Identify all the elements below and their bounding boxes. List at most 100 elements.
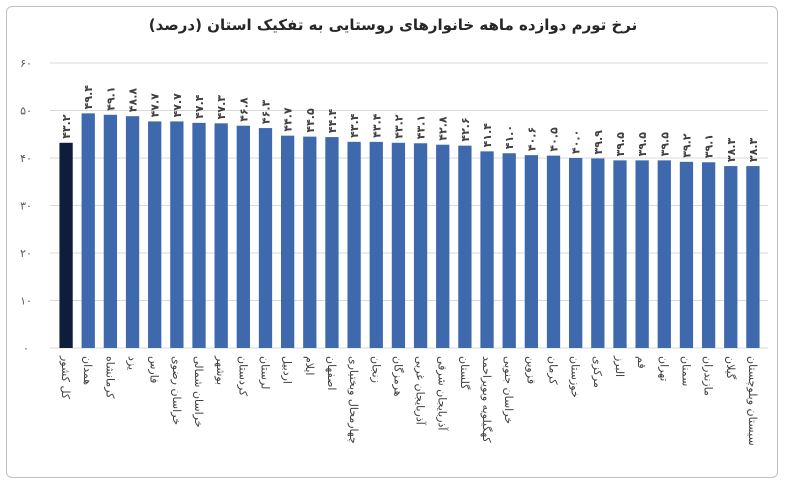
data-label: ۴۷.۷: [171, 93, 184, 118]
bar: [192, 122, 206, 348]
category-label: مرکزی: [591, 356, 604, 388]
data-label: ۴۳.۲: [60, 114, 73, 139]
bar: [546, 155, 561, 348]
category-label: گلستان: [458, 356, 471, 390]
bar: [170, 121, 184, 348]
data-label: ۴۲.۶: [459, 117, 472, 141]
bar: [148, 121, 162, 348]
data-label: ۴۳.۲: [392, 114, 405, 139]
bar: [724, 166, 738, 348]
category-label: یزد: [126, 356, 139, 370]
bar: [524, 155, 539, 348]
bar: [436, 144, 450, 348]
data-label: ۴۱.۰: [503, 125, 516, 149]
data-label: ۴۸.۸: [127, 88, 140, 113]
bar: [635, 160, 649, 348]
bar: [303, 136, 317, 348]
chart-title: نرخ تورم دوازده ماهه خانوارهای روستایی ب…: [148, 16, 638, 34]
bar: [125, 116, 140, 348]
bar: [236, 125, 250, 348]
bar: [214, 123, 228, 348]
category-label: کهگیلویه وبویراحمد: [480, 356, 493, 443]
bar: [369, 141, 383, 348]
category-label: چهارمحال وبختیاری: [347, 356, 360, 444]
y-tick-label: ۶۰: [20, 57, 32, 70]
category-label: خوزستان: [569, 356, 582, 398]
category-label: لرستان: [258, 356, 271, 389]
bar: [613, 160, 627, 348]
bar: [746, 166, 760, 348]
category-label: زنجان: [369, 356, 382, 383]
category-label: خراسان جنوبی: [502, 356, 515, 424]
bar: [657, 160, 671, 348]
category-label: کرمان: [547, 356, 560, 385]
category-label: هرمزگان: [391, 356, 404, 397]
data-label: ۳۹.۲: [680, 133, 693, 158]
data-label: ۴۰.۶: [525, 127, 538, 151]
category-label: قزوین: [524, 356, 537, 384]
data-label: ۴۶.۳: [259, 99, 272, 124]
data-label: ۴۳.۱: [415, 115, 428, 139]
category-label: آذربایجان غربی: [414, 356, 428, 426]
data-label: ۳۹.۵: [658, 132, 671, 157]
bar: [391, 142, 406, 348]
y-tick-label: ۲۰: [20, 247, 32, 260]
y-tick-label: ۱۰: [20, 295, 32, 308]
data-label: ۴۷.۷: [149, 93, 162, 118]
category-label: کرمانشاه: [103, 356, 116, 399]
data-label: ۴۴.۷: [282, 107, 295, 132]
bar: [347, 141, 361, 348]
data-label: ۴۳.۴: [370, 113, 383, 138]
y-tick-label: ۳۰: [20, 200, 32, 213]
bar: [258, 128, 273, 348]
category-label: سیستان وبلوچستان: [746, 356, 759, 446]
data-label: ۴۷.۴: [193, 94, 206, 119]
bar: [103, 114, 118, 349]
category-label: سمنان: [679, 356, 692, 386]
y-tick-label: ۵۰: [20, 105, 32, 118]
data-label: ۴۳.۴: [348, 113, 361, 138]
data-label: ۴۱.۴: [481, 123, 494, 148]
data-label: ۳۹.۱: [703, 134, 716, 158]
category-label: اصفهان: [325, 356, 338, 390]
data-label: ۴۹.۴: [82, 85, 95, 110]
category-label: البرز: [613, 355, 626, 377]
bar: [502, 153, 516, 348]
category-label: فارس: [148, 356, 161, 383]
bar: [325, 137, 339, 348]
category-label: خراسان رضوی: [170, 356, 183, 425]
data-label: ۴۶.۸: [237, 97, 250, 122]
category-label: آذربایجان شرقی: [436, 356, 450, 431]
data-label: ۴۴.۵: [304, 108, 317, 133]
category-label: ایلام: [303, 356, 316, 376]
data-label: ۴۷.۳: [215, 95, 228, 120]
category-label: همدان: [81, 356, 94, 385]
bar: [591, 158, 605, 348]
y-tick-label: ۴۰: [20, 152, 32, 165]
data-label: ۴۰.۵: [548, 127, 561, 152]
bar: [679, 161, 694, 348]
data-label: ۴۹.۱: [104, 86, 117, 110]
data-label: ۴۰.۰: [570, 130, 583, 154]
category-label: مازندران: [702, 356, 715, 396]
category-label: قم: [635, 356, 648, 369]
category-label: تهران: [657, 356, 670, 381]
data-label: ۳۹.۹: [592, 130, 605, 155]
data-label: ۴۴.۴: [326, 108, 339, 133]
category-label: گیلان: [724, 356, 737, 380]
bar: [59, 142, 73, 348]
category-label: بوشهر: [214, 355, 227, 385]
category-label: اردبیل: [281, 356, 294, 384]
data-label: ۴۲.۸: [437, 116, 450, 141]
bar: [413, 143, 428, 348]
data-label: ۳۹.۵: [614, 132, 627, 157]
data-label: ۳۹.۵: [636, 132, 649, 157]
category-label: خراسان شمالی: [192, 356, 205, 428]
bar: [81, 113, 95, 348]
bar: [569, 158, 583, 348]
category-label: کل کشور: [59, 355, 72, 400]
bar: [701, 162, 716, 348]
category-label: کردستان: [236, 356, 249, 397]
bar: [458, 145, 472, 348]
